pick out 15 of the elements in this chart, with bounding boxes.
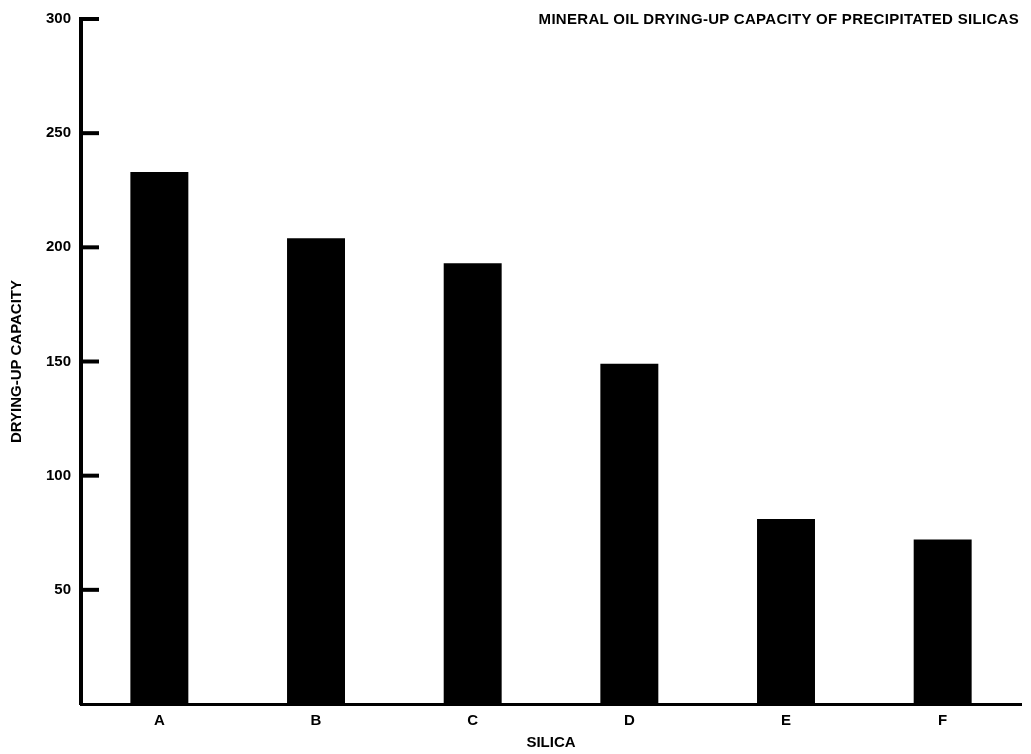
x-tick-label: C: [467, 711, 479, 729]
y-tick-label: 50: [54, 579, 72, 597]
y-axis-title: DRYING-UP CAPACITY: [7, 279, 25, 444]
y-tick-label: 300: [46, 9, 72, 27]
x-tick-label: E: [781, 711, 792, 729]
x-tick-label: D: [623, 711, 635, 729]
chart-title: MINERAL OIL DRYING-UP CAPACITY OF PRECIPITATED SILICAS: [538, 10, 1019, 27]
x-tick-label: B: [310, 711, 322, 729]
x-tick-label: A: [153, 711, 165, 729]
y-tick-label: 100: [46, 465, 72, 483]
x-axis-title: SILICA: [526, 733, 576, 751]
y-tick-label: 250: [46, 123, 72, 141]
y-tick-label: 150: [46, 351, 72, 369]
y-tick-label: 200: [46, 237, 72, 255]
x-tick-label: F: [938, 711, 948, 729]
